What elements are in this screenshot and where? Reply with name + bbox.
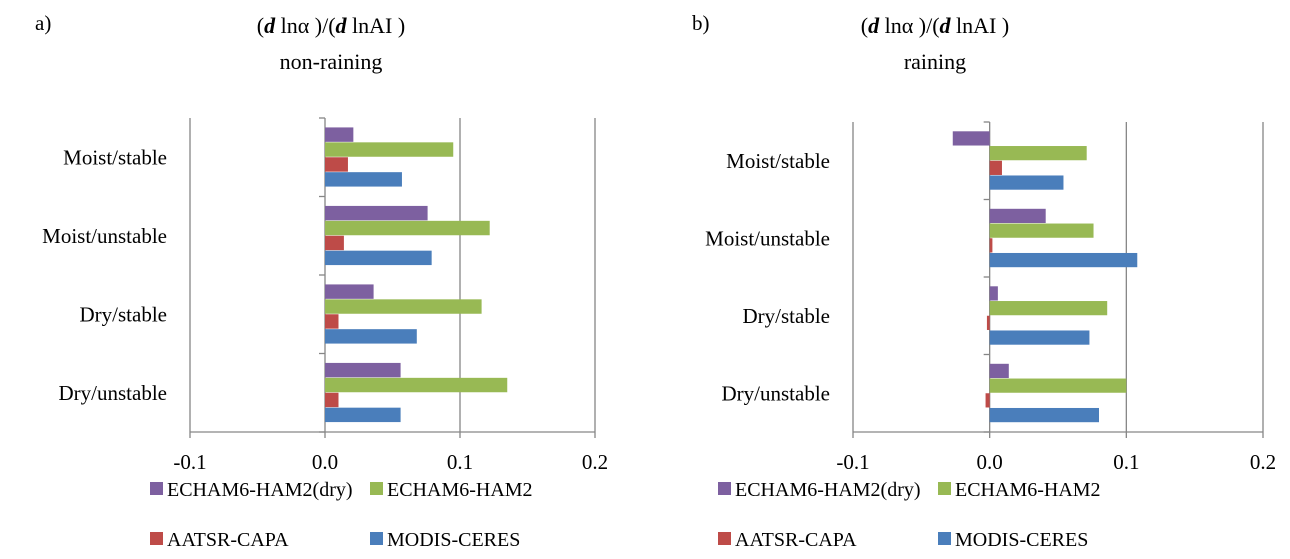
bar-echam6-ham2-dry-unstable [989,378,1127,393]
bar-modis-ceres-dry-unstable [989,407,1099,423]
legend-swatch [938,532,951,545]
bar-modis-ceres-dry-stable [325,329,417,344]
bar-echam6-ham2-dry--dry-stable [989,286,998,301]
legend-swatch [718,532,731,545]
bar-aatsr-capa-dry-stable [986,315,990,330]
category-label: Moist/stable [63,145,167,169]
legend-label: MODIS-CERES [387,529,520,551]
legend-swatch [370,532,383,545]
bar-modis-ceres-moist-unstable [325,250,432,266]
category-label: Dry/stable [80,302,167,326]
chart-subtitle: non-raining [280,49,383,74]
x-tick-label: -0.1 [836,450,869,474]
bar-echam6-ham2-dry--moist-unstable [989,208,1046,224]
legend-swatch [150,532,163,545]
chart-title: (d lnα )/(d lnAI ) [861,13,1009,38]
bar-aatsr-capa-moist-unstable [989,238,993,253]
bar-aatsr-capa-moist-stable [325,157,348,172]
bar-aatsr-capa-dry-stable [325,314,339,329]
chart-panel-2: b) (d lnα )/(d lnAI ) raining -0.1 0.0 0.1 0.2… [692,11,1276,551]
bar-modis-ceres-moist-stable [989,175,1064,190]
bar-echam6-ham2-dry--moist-stable [952,131,990,146]
chart-subtitle: raining [904,49,966,74]
legend-swatch [938,482,951,495]
bar-echam6-ham2-dry--dry-unstable [325,362,401,378]
category-label: Moist/unstable [42,224,167,248]
bar-aatsr-capa-dry-unstable [325,392,339,408]
legend-label: AATSR-CAPA [167,529,289,551]
bar-aatsr-capa-dry-unstable [985,393,990,408]
legend-label: ECHAM6-HAM2(dry) [167,479,353,501]
bar-modis-ceres-dry-stable [989,330,1090,345]
x-tick-label: 0.1 [1113,450,1139,474]
legend-swatch [370,482,383,495]
category-label: Dry/stable [743,304,830,328]
bar-modis-ceres-moist-unstable [989,252,1138,268]
bar-modis-ceres-dry-unstable [325,407,401,423]
x-tick-label: 0.0 [312,450,338,474]
bar-echam6-ham2-moist-unstable [989,223,1094,238]
chart-panel-1: a) (d lnα )/(d lnAI ) non-raining -0.1 0.0 0.… [35,11,608,551]
legend-swatch [718,482,731,495]
bar-echam6-ham2-moist-stable [989,146,1087,161]
bar-modis-ceres-moist-stable [325,172,402,187]
panel-label: a) [35,11,51,35]
x-tick-label: 0.1 [447,450,473,474]
category-label: Moist/stable [726,149,830,173]
x-tick-label: -0.1 [173,450,206,474]
legend-label: ECHAM6-HAM2 [387,479,533,501]
x-tick-label: 0.2 [582,450,608,474]
x-tick-label: 0.0 [977,450,1003,474]
legend-label: ECHAM6-HAM2 [955,479,1101,501]
bar-echam6-ham2-moist-unstable [325,220,490,236]
bar-echam6-ham2-dry--dry-stable [325,284,374,299]
legend-label: AATSR-CAPA [735,529,857,551]
legend-label: MODIS-CERES [955,529,1088,551]
category-label: Dry/unstable [59,381,167,405]
bar-echam6-ham2-dry-stable [325,299,482,314]
bar-echam6-ham2-dry--dry-unstable [989,363,1009,379]
legend-label: ECHAM6-HAM2(dry) [735,479,921,501]
bar-aatsr-capa-moist-unstable [325,235,344,251]
bar-echam6-ham2-moist-stable [325,142,454,157]
bar-echam6-ham2-dry--moist-stable [325,127,354,142]
bar-echam6-ham2-dry-stable [989,301,1108,316]
bar-echam6-ham2-dry--moist-unstable [325,205,428,221]
x-tick-label: 0.2 [1250,450,1276,474]
legend-swatch [150,482,163,495]
category-label: Dry/unstable [722,381,830,405]
category-label: Moist/unstable [705,226,830,250]
panel-label: b) [692,11,710,35]
chart-title: (d lnα )/(d lnAI ) [257,13,405,38]
bar-aatsr-capa-moist-stable [989,160,1002,175]
bar-echam6-ham2-dry-unstable [325,377,508,393]
